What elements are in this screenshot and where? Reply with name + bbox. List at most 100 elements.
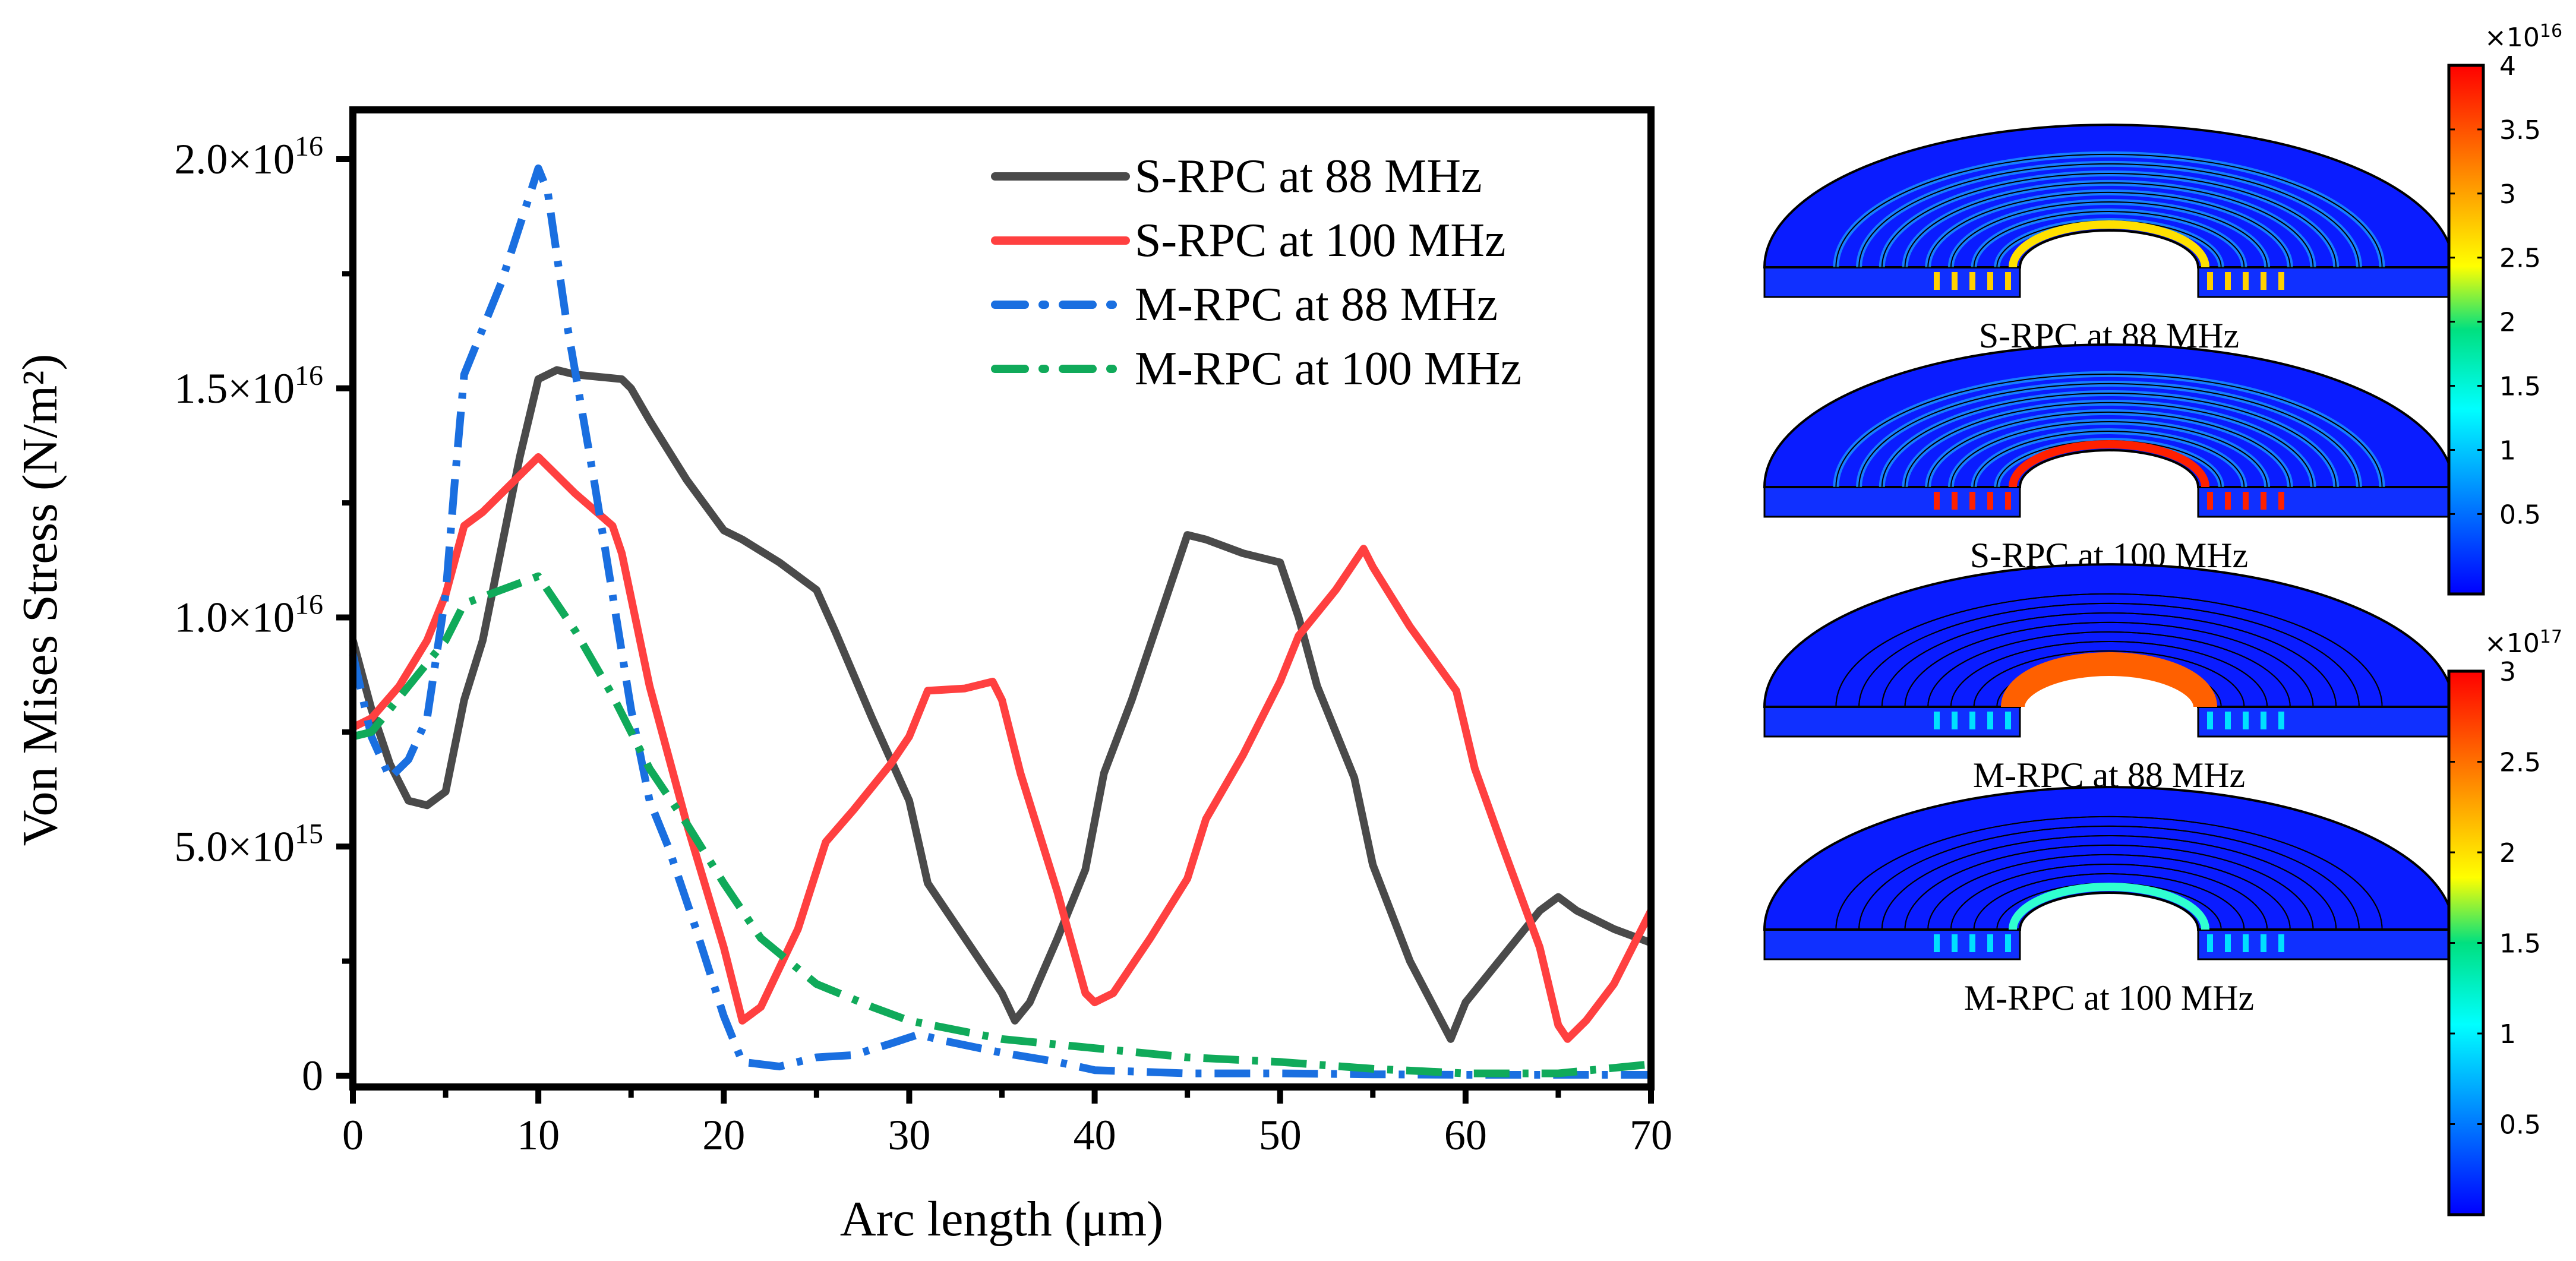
y-tick-mantissa: 1.5×10 xyxy=(174,365,295,412)
ring-edge xyxy=(1858,383,2360,488)
legend: S-RPC at 88 MHz S-RPC at 100 MHz M-RPC at … xyxy=(991,150,1521,395)
y-tick-label: 0 xyxy=(302,1052,323,1099)
ring-edge xyxy=(1835,373,2383,488)
y-tick-exponent: 16 xyxy=(295,360,323,391)
series-line-0 xyxy=(349,366,1653,1043)
ring-edge xyxy=(1858,825,2360,930)
hotspot-mark xyxy=(1934,492,1940,510)
x-axis-label: Arc length (μm) xyxy=(840,1192,1163,1247)
ring-edge xyxy=(1904,402,2314,488)
legend-label-0: S-RPC at 88 MHz xyxy=(1135,150,1482,203)
slab-side xyxy=(1763,486,2455,518)
colorbar-tick-label: 0.5 xyxy=(2499,500,2541,530)
hotspot-mark xyxy=(2243,934,2249,952)
ring-top-face xyxy=(1763,124,2455,268)
ring-edge xyxy=(1904,621,2314,707)
y-tick-mantissa: 1.0×10 xyxy=(174,594,295,641)
hotspot-mark xyxy=(2005,492,2011,510)
hotspot-mark xyxy=(2261,492,2266,510)
hotspot-mark xyxy=(2225,934,2231,952)
hotspot-mark xyxy=(2207,712,2213,729)
y-tick-label: 2.0×1016 xyxy=(174,131,323,183)
ring-edge xyxy=(1881,835,2337,930)
hotspot-ring xyxy=(2001,652,2217,708)
hotspot-mark xyxy=(2243,492,2249,510)
slab-side xyxy=(1763,706,2455,738)
colorbar-tick-label: 2.5 xyxy=(2499,244,2541,274)
hotspot-mark xyxy=(1969,272,1975,290)
x-tick-label: 50 xyxy=(1259,1111,1302,1159)
hotspot-mark xyxy=(2261,712,2266,729)
hotspot-mark xyxy=(2278,272,2284,290)
hotspot-mark xyxy=(2207,492,2213,510)
colorbar-tick-label: 2 xyxy=(2499,308,2516,338)
y-tick-mantissa: 0 xyxy=(302,1052,323,1099)
hotspot-ring xyxy=(2009,220,2209,268)
hotspot-mark xyxy=(2005,934,2011,952)
colorbar-multiplier: ×1017 xyxy=(2485,627,2562,659)
colorbar-tick-label: 1.5 xyxy=(2499,372,2541,402)
hotspot-ring xyxy=(2009,883,2209,930)
ring-edge xyxy=(1881,612,2337,707)
hotspot-mark xyxy=(2207,934,2213,952)
hotspot-mark xyxy=(1934,712,1940,729)
ring-edge xyxy=(1950,640,2268,707)
hotspot-mark xyxy=(1987,712,1993,729)
ring-edge xyxy=(1881,172,2337,268)
ring-edge xyxy=(1950,201,2268,268)
colorbar-tick-label: 3 xyxy=(2499,657,2516,687)
colorbar-exponent: 17 xyxy=(2540,627,2562,647)
ring-edge xyxy=(1881,392,2337,488)
colorbar-exponent: 16 xyxy=(2540,21,2562,42)
hotspot-mark xyxy=(1969,934,1975,952)
hotspot-mark xyxy=(2207,272,2213,290)
y-tick-exponent: 16 xyxy=(295,589,323,621)
hotspot-mark xyxy=(1969,712,1975,729)
simulation-panel-0: S-RPC at 88 MHz xyxy=(1763,124,2455,355)
colorbar-tick-label: 1 xyxy=(2499,435,2516,466)
ring-edge xyxy=(1927,854,2291,930)
y-tick-label: 1.5×1016 xyxy=(174,360,323,412)
colorbar-tick-label: 2 xyxy=(2499,838,2516,868)
ring-edge xyxy=(1835,816,2383,930)
hotspot-mark xyxy=(2261,934,2266,952)
y-tick-label: 5.0×1015 xyxy=(174,818,323,870)
ring-edge xyxy=(1950,863,2268,930)
hotspot-mark xyxy=(2243,712,2249,729)
colorbar-tick-label: 0.5 xyxy=(2499,1110,2541,1140)
ring-edge xyxy=(1858,163,2360,268)
colorbar-tick-label: 3 xyxy=(2499,179,2516,210)
hotspot-mark xyxy=(2225,712,2231,729)
hotspot-mark xyxy=(1952,272,1958,290)
hotspot-mark xyxy=(2278,934,2284,952)
simulation-panel-1: S-RPC at 100 MHz xyxy=(1763,343,2455,575)
hotspot-mark xyxy=(1934,272,1940,290)
hotspot-mark xyxy=(2225,492,2231,510)
colorbar-tick-label: 1.5 xyxy=(2499,929,2541,959)
ring-edge xyxy=(1927,411,2291,488)
colorbar-tick-label: 2.5 xyxy=(2499,748,2541,778)
y-tick-mantissa: 5.0×10 xyxy=(174,823,295,870)
ring-edge xyxy=(1904,182,2314,268)
colorbar-tick-label: 3.5 xyxy=(2499,115,2541,146)
hotspot-mark xyxy=(2243,272,2249,290)
x-tick-label: 10 xyxy=(517,1111,560,1159)
x-tick-label: 40 xyxy=(1074,1111,1116,1159)
slab-side xyxy=(1763,928,2455,960)
hotspot-mark xyxy=(1987,272,1993,290)
hotspot-mark xyxy=(2278,712,2284,729)
x-tick-label: 30 xyxy=(888,1111,930,1159)
legend-label-1: S-RPC at 100 MHz xyxy=(1135,214,1506,267)
hotspot-mark xyxy=(2005,712,2011,729)
ring-edge xyxy=(1950,421,2268,488)
colorbar-multiplier: ×1016 xyxy=(2485,21,2562,53)
simulation-panel-2: M-RPC at 88 MHz xyxy=(1763,563,2455,795)
hotspot-mark xyxy=(1969,492,1975,510)
simulation-panel-3: M-RPC at 100 MHz xyxy=(1763,786,2455,1017)
x-tick-label: 60 xyxy=(1444,1111,1487,1159)
y-tick-exponent: 15 xyxy=(295,818,323,849)
colorbar-gradient xyxy=(2447,64,2485,596)
y-axis-label: Von Mises Stress (N/m²) xyxy=(12,354,68,846)
